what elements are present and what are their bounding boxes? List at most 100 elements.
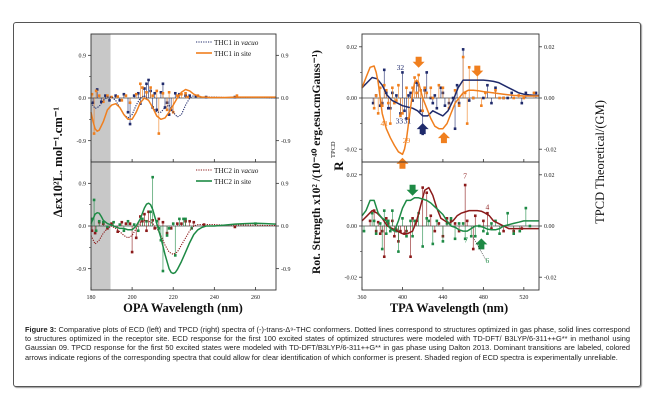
stick-marker bbox=[389, 122, 392, 125]
stick-marker bbox=[506, 96, 509, 100]
transition-label: 41 bbox=[381, 119, 389, 128]
transition-label: 7 bbox=[464, 236, 468, 245]
stick-marker bbox=[473, 214, 477, 218]
stick-marker bbox=[433, 229, 437, 233]
stick-marker bbox=[136, 91, 140, 95]
stick-marker bbox=[429, 86, 433, 90]
right-y-tick-label: -0.02 bbox=[544, 147, 557, 153]
stick-marker bbox=[184, 91, 187, 95]
stick-marker bbox=[437, 83, 441, 87]
stick-marker bbox=[382, 68, 386, 72]
stick-marker bbox=[451, 96, 455, 100]
stick-marker bbox=[461, 48, 465, 51]
stick-marker bbox=[506, 211, 509, 215]
stick-marker bbox=[427, 219, 431, 223]
stick-marker bbox=[482, 96, 485, 100]
stick-marker bbox=[161, 269, 165, 273]
stick-marker bbox=[145, 91, 148, 94]
stick-marker bbox=[417, 73, 420, 77]
transition-label: 29 bbox=[403, 136, 411, 145]
stick-marker bbox=[482, 229, 485, 233]
stick-marker bbox=[393, 234, 396, 238]
stick-marker bbox=[419, 109, 422, 113]
stick-marker bbox=[449, 217, 453, 220]
transition-label: 33 bbox=[396, 117, 404, 126]
x-tick-label: 480 bbox=[479, 295, 488, 301]
stick-series-thc2-in-site-sticks bbox=[362, 206, 532, 253]
ecd-xlabel: OPA Wavelength (nm) bbox=[123, 301, 243, 315]
indicator-arrow-down bbox=[412, 56, 425, 68]
stick-marker bbox=[376, 112, 380, 115]
stick-marker bbox=[437, 222, 441, 225]
stick-marker bbox=[386, 101, 390, 105]
stick-marker bbox=[528, 224, 532, 228]
right-y-tick-label: 0.0 bbox=[281, 224, 289, 230]
stick-marker bbox=[425, 71, 429, 74]
x-tick-label: 240 bbox=[210, 295, 219, 301]
curve-thc2-in-vacuo bbox=[90, 219, 276, 255]
stick-marker bbox=[465, 219, 469, 223]
stick-marker bbox=[405, 117, 408, 120]
stick-marker bbox=[411, 86, 414, 90]
y-tick-label: 0.9 bbox=[79, 182, 87, 188]
stick-marker bbox=[378, 232, 382, 235]
legend: THC1 in vacuo THC1 in site bbox=[196, 39, 259, 58]
stick-marker bbox=[378, 104, 382, 107]
y-tick-label: 0.0 bbox=[79, 96, 87, 102]
stick-marker bbox=[397, 83, 400, 87]
stick-marker bbox=[165, 108, 169, 112]
figure-caption: Figure 3: Comparative plots of ECD (left… bbox=[25, 325, 630, 362]
tpcd-xlabel: TPA Wavelength (nm) bbox=[390, 301, 508, 315]
stick-marker bbox=[411, 234, 414, 238]
curve-thc2-in-site bbox=[90, 202, 277, 275]
stick-marker bbox=[510, 91, 513, 95]
stick-marker bbox=[155, 89, 159, 93]
stick-marker bbox=[128, 101, 132, 105]
stick-marker bbox=[453, 237, 457, 241]
stick-marker bbox=[132, 94, 136, 97]
stick-marker bbox=[382, 209, 386, 212]
stick-marker bbox=[184, 217, 187, 221]
stick-marker bbox=[167, 91, 171, 94]
stick-marker bbox=[490, 101, 493, 105]
stick-marker bbox=[391, 209, 394, 212]
indicator-arrow-up bbox=[475, 238, 488, 250]
panel-tpcd-thc1: 0.02 0.02 0.00 0.00 -0.02 -0.02 32 33 31 41 29 bbox=[345, 33, 557, 169]
stick-marker bbox=[409, 91, 412, 95]
stick-marker bbox=[421, 109, 424, 113]
legend-label: THC1 in vacuo bbox=[214, 39, 259, 47]
stick-marker bbox=[490, 227, 493, 230]
right-y-tick-label: 0.9 bbox=[281, 182, 289, 188]
stick-marker bbox=[405, 234, 408, 238]
right-y-tick-label: 0.02 bbox=[544, 173, 555, 179]
stick-marker bbox=[484, 91, 487, 95]
stick-marker bbox=[502, 96, 505, 100]
stick-marker bbox=[171, 222, 175, 225]
stick-marker bbox=[403, 109, 406, 113]
stick-marker bbox=[132, 223, 136, 226]
stick-marker bbox=[233, 225, 237, 229]
stick-marker bbox=[411, 99, 414, 102]
stick-marker bbox=[136, 229, 140, 233]
stick-marker bbox=[473, 234, 477, 238]
y-tick-label: 0.0 bbox=[79, 224, 87, 230]
stick-marker bbox=[372, 209, 376, 212]
stick-marker bbox=[384, 232, 388, 235]
stick-marker bbox=[141, 217, 144, 221]
stick-marker bbox=[90, 217, 94, 221]
stick-marker bbox=[455, 83, 459, 87]
y-tick-label: -0.9 bbox=[77, 267, 87, 273]
figure-frame bbox=[13, 22, 641, 387]
right-y-tick-label: 0.9 bbox=[281, 54, 289, 60]
legend-label: THC2 in vacuo bbox=[214, 167, 259, 175]
stick-marker bbox=[433, 94, 437, 97]
y-tick-label: -0.9 bbox=[77, 139, 87, 145]
stick-marker bbox=[182, 217, 185, 221]
stick-marker bbox=[178, 217, 181, 221]
x-tick-label: 180 bbox=[87, 295, 96, 301]
stick-marker bbox=[395, 94, 398, 97]
stick-marker bbox=[431, 96, 435, 100]
stick-marker bbox=[425, 91, 429, 95]
stick-marker bbox=[431, 101, 435, 105]
